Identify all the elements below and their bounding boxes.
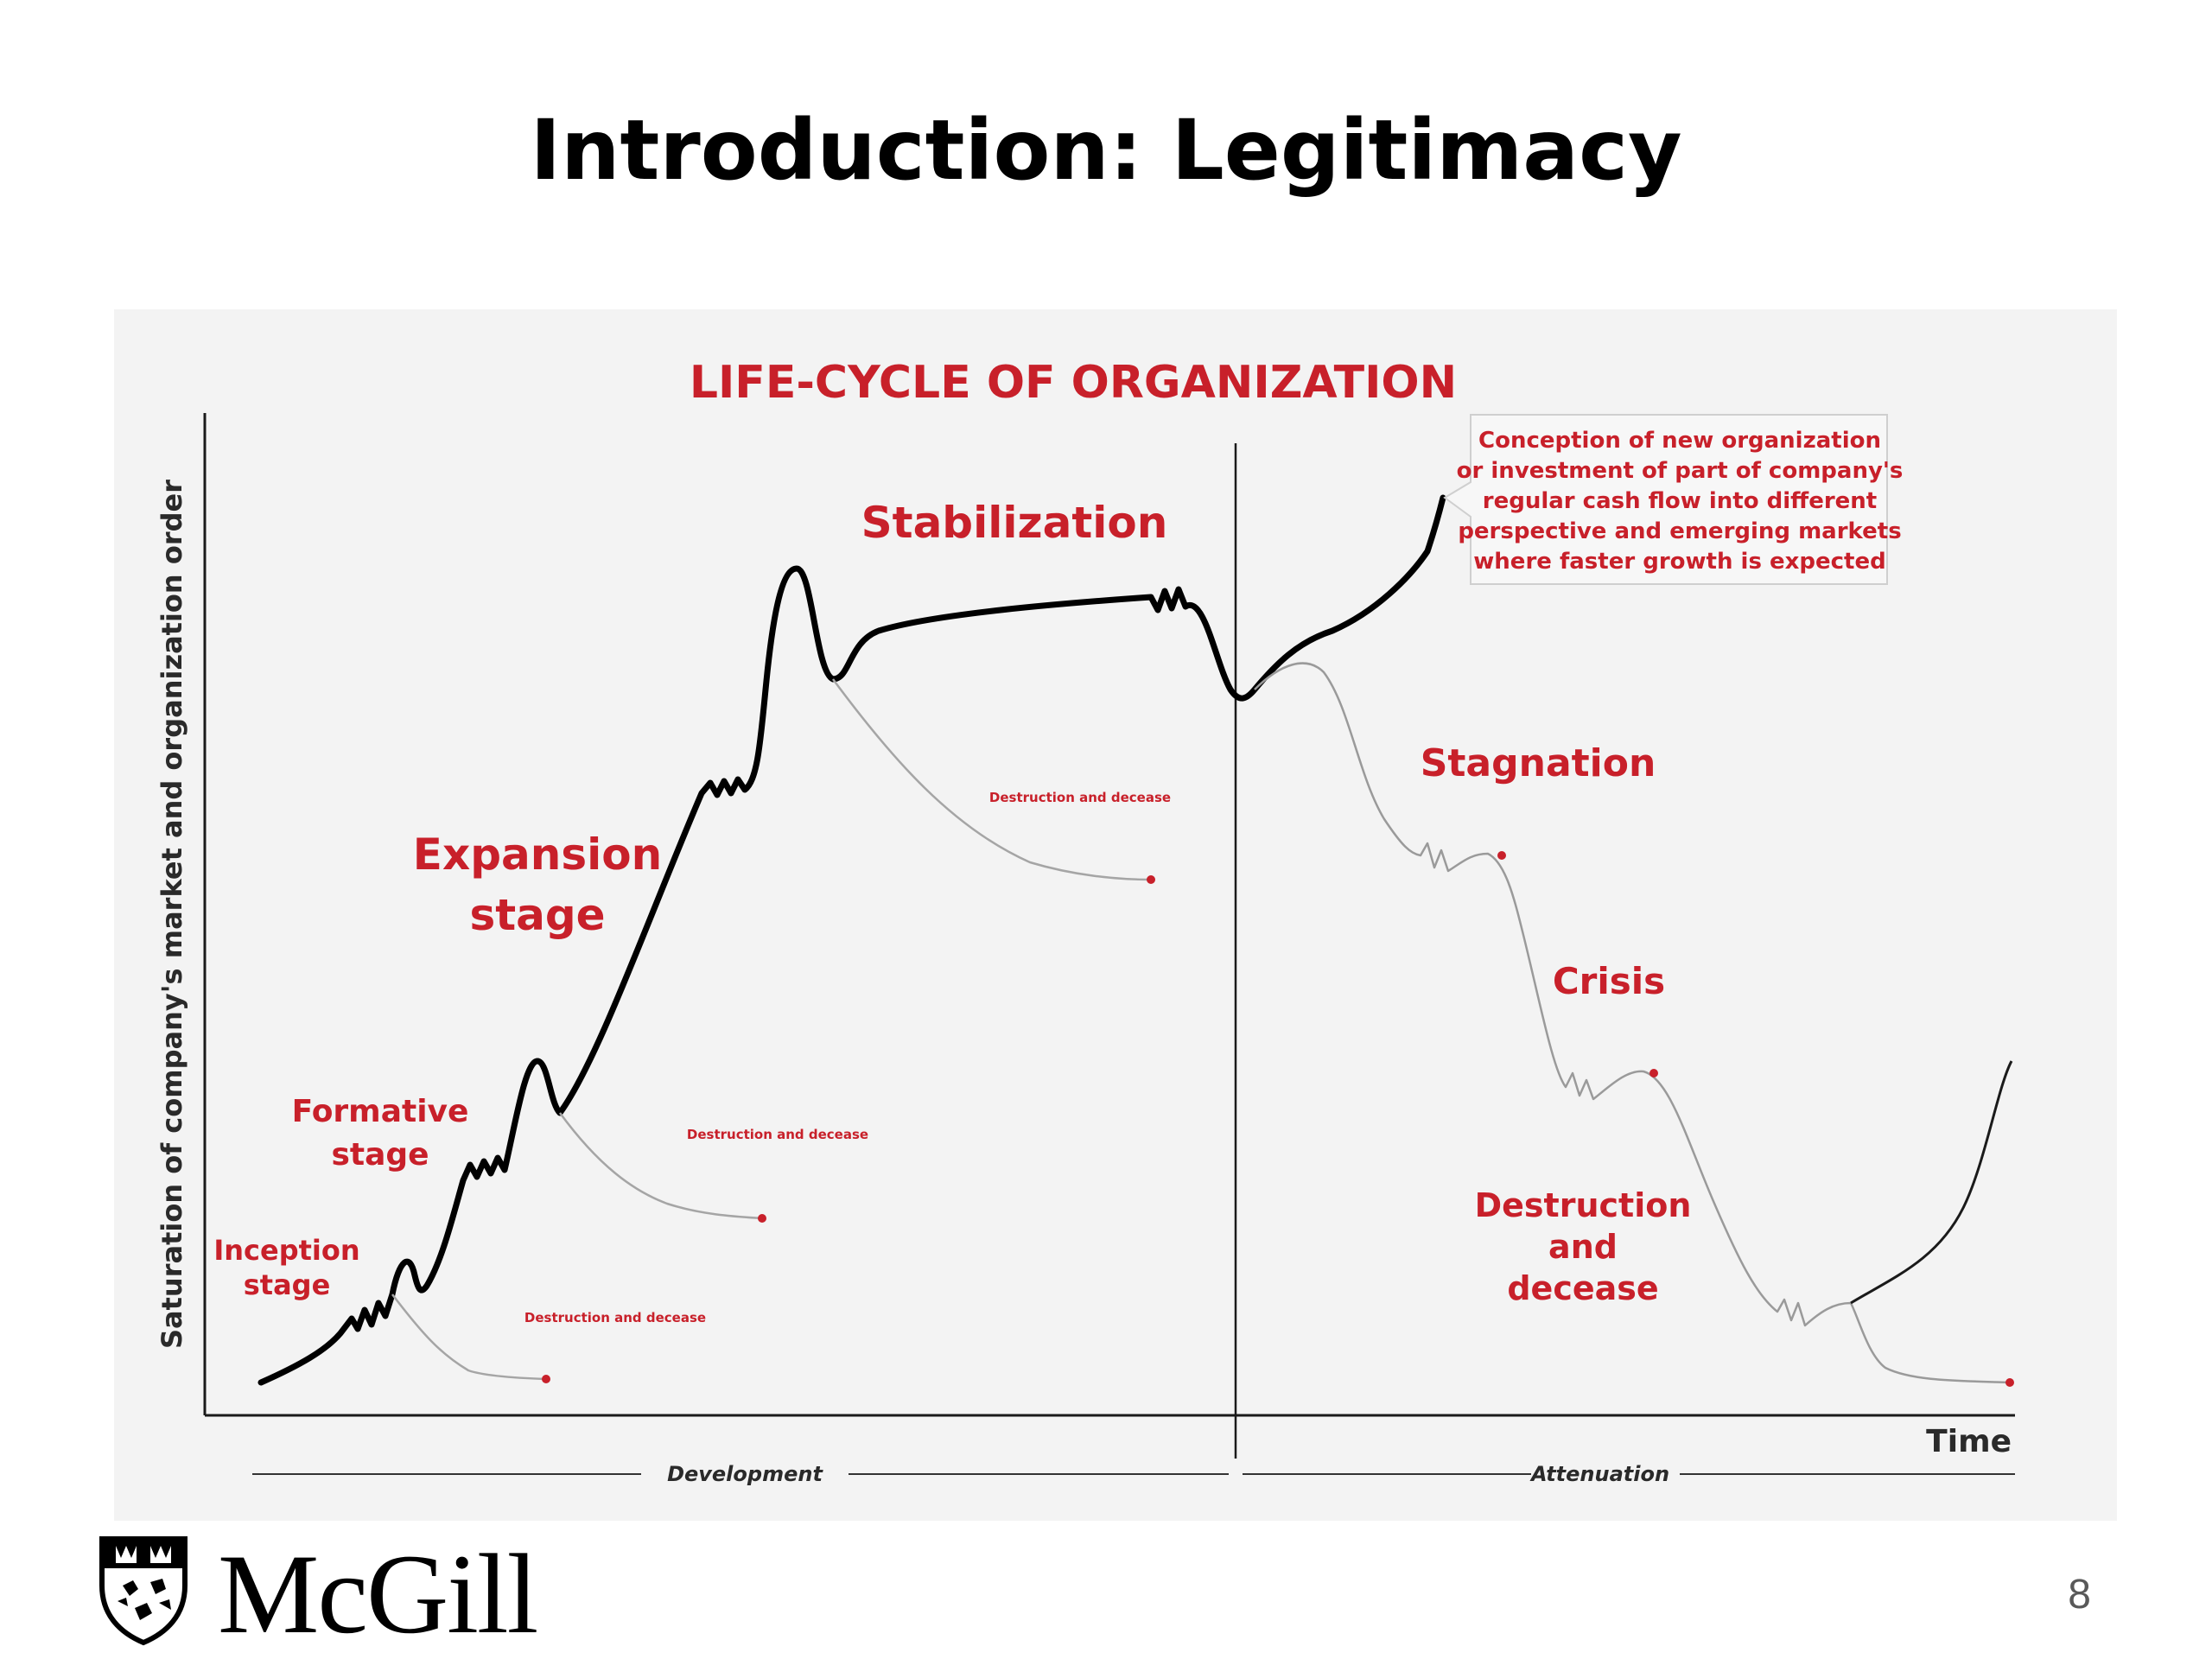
- branch-decline-2: [558, 1112, 763, 1220]
- branch-decline-1: [391, 1294, 547, 1381]
- y-axis-label: Saturation of company's market and organ…: [156, 480, 188, 1349]
- phase-attenuation: Attenuation: [1529, 1462, 1669, 1486]
- label-inception-1: Inception: [213, 1234, 359, 1267]
- callout-line-4: perspective and emerging markets: [1458, 518, 1901, 544]
- branch-end-3: [1147, 875, 1155, 884]
- branch-end-2: [758, 1214, 766, 1223]
- phase-development: Development: [667, 1462, 823, 1486]
- branch-label-3: Destruction and decease: [989, 790, 1171, 805]
- growth-curve: [257, 494, 1446, 1386]
- decline-end-point: [2005, 1378, 2014, 1387]
- label-destruction-2: and: [1548, 1228, 1618, 1266]
- recovery-curve: [1850, 1060, 2013, 1305]
- label-expansion-1: Expansion: [413, 830, 662, 880]
- label-destruction-1: Destruction: [1475, 1186, 1692, 1224]
- label-formative-2: stage: [331, 1137, 429, 1173]
- x-axis-label: Time: [1926, 1424, 2012, 1459]
- page-number: 8: [2068, 1572, 2091, 1618]
- stagnation-point: [1497, 851, 1506, 860]
- life-cycle-diagram: LIFE-CYCLE OF ORGANIZATION Saturation of…: [114, 309, 2117, 1521]
- mcgill-logo: McGill: [97, 1534, 581, 1655]
- label-inception-2: stage: [244, 1268, 331, 1301]
- branch-decline-3: [831, 678, 1152, 881]
- attenuation-decline-curve: [1254, 662, 2011, 1384]
- callout-box: [1443, 414, 1888, 585]
- crisis-point: [1649, 1069, 1658, 1077]
- callout-line-3: regular cash flow into different: [1483, 488, 1878, 514]
- logo-wordmark: McGill: [218, 1530, 538, 1657]
- label-stabilization: Stabilization: [861, 498, 1168, 548]
- label-destruction-3: decease: [1507, 1269, 1658, 1307]
- slide-title: Introduction: Legitimacy: [530, 102, 1682, 199]
- label-stagnation: Stagnation: [1421, 741, 1656, 785]
- shield-icon: [99, 1536, 188, 1646]
- label-crisis: Crisis: [1553, 960, 1665, 1002]
- diagram-canvas: LIFE-CYCLE OF ORGANIZATION Saturation of…: [156, 357, 2015, 1486]
- callout-line-5: where faster growth is expected: [1473, 549, 1885, 575]
- label-formative-1: Formative: [292, 1094, 469, 1129]
- label-expansion-2: stage: [469, 890, 605, 940]
- branch-end-1: [542, 1375, 550, 1383]
- callout-line-1: Conception of new organization: [1478, 428, 1881, 454]
- branch-label-2: Destruction and decease: [687, 1127, 868, 1142]
- diagram-title: LIFE-CYCLE OF ORGANIZATION: [690, 357, 1457, 409]
- callout-line-2: or investment of part of company's: [1457, 458, 1904, 484]
- branch-label-1: Destruction and decease: [524, 1310, 706, 1325]
